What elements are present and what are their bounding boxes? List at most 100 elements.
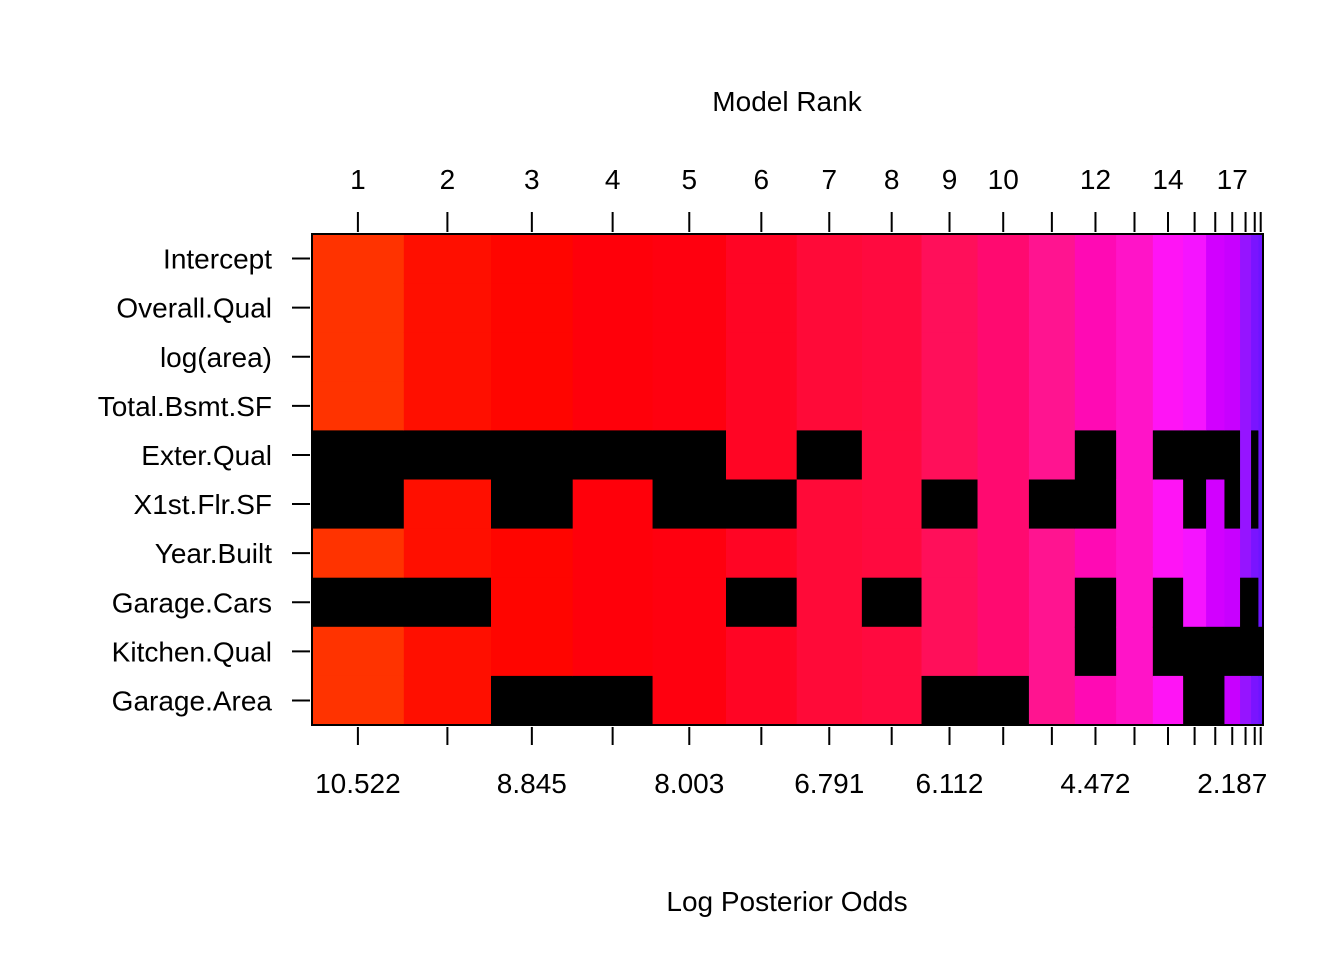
y-tick-label: Total.Bsmt.SF (98, 391, 272, 422)
y-tick-label: Exter.Qual (141, 440, 272, 471)
cell-model-4-log(area) (572, 332, 654, 382)
cell-model-8-X1st.Flr.SF (861, 479, 923, 530)
cell-model-15-Total.Bsmt.SF (1183, 381, 1207, 431)
top-tick-label: 6 (754, 164, 770, 195)
cell-model-17-Garage.Area (1224, 675, 1241, 726)
cell-model-16-Garage.Cars (1206, 577, 1226, 628)
cell-model-6-X1st.Flr.SF (725, 479, 798, 530)
cell-model-10-Kitchen.Qual (977, 626, 1030, 677)
model-rank-axis: 1 2 3 4 5 6 7 8 9 10 12 14 17 (350, 164, 1262, 232)
cell-model-2-Garage.Area (403, 675, 492, 726)
cell-model-4-X1st.Flr.SF (572, 479, 654, 530)
cell-model-14-Year.Built (1152, 528, 1184, 579)
cell-model-4-Overall.Qual (572, 283, 654, 333)
cell-model-6-Exter.Qual (725, 430, 798, 481)
cell-model-4-Kitchen.Qual (572, 626, 654, 677)
cell-model-15-Intercept (1183, 234, 1207, 284)
cell-model-14-Garage.Cars (1152, 577, 1184, 628)
cell-model-7-Kitchen.Qual (796, 626, 863, 677)
cell-model-11-Year.Built (1028, 528, 1076, 579)
cell-model-19-Exter.Qual (1251, 430, 1260, 481)
cell-model-16-X1st.Flr.SF (1206, 479, 1226, 530)
cell-model-13-Year.Built (1116, 528, 1154, 579)
cell-model-5-log(area) (652, 332, 727, 382)
cell-model-18-log(area) (1240, 332, 1252, 382)
cell-model-14-log(area) (1152, 332, 1184, 382)
cell-model-3-Kitchen.Qual (491, 626, 574, 677)
cell-model-2-X1st.Flr.SF (403, 479, 492, 530)
cell-model-1-Year.Built (312, 528, 405, 579)
cell-model-20-log(area) (1258, 332, 1264, 382)
top-tick-label: 14 (1152, 164, 1183, 195)
cell-model-14-Overall.Qual (1152, 283, 1184, 333)
cell-model-13-Exter.Qual (1116, 430, 1154, 481)
cell-model-6-Total.Bsmt.SF (725, 381, 798, 431)
cell-model-3-Overall.Qual (491, 283, 574, 333)
cell-model-5-Overall.Qual (652, 283, 727, 333)
cell-model-9-Overall.Qual (921, 283, 979, 333)
bottom-tick-label: 8.845 (497, 768, 567, 799)
cell-model-18-X1st.Flr.SF (1240, 479, 1252, 530)
cell-model-12-Garage.Cars (1074, 577, 1117, 628)
cell-model-19-X1st.Flr.SF (1251, 479, 1260, 530)
top-tick-label: 9 (942, 164, 958, 195)
y-tick-label: Garage.Cars (112, 587, 272, 618)
cell-model-20-Year.Built (1258, 528, 1264, 579)
cell-model-3-Total.Bsmt.SF (491, 381, 574, 431)
cell-model-19-Total.Bsmt.SF (1251, 381, 1260, 431)
cell-model-2-Kitchen.Qual (403, 626, 492, 677)
top-tick-label: 2 (440, 164, 456, 195)
cell-model-6-Overall.Qual (725, 283, 798, 333)
cell-model-13-Intercept (1116, 234, 1154, 284)
cell-model-15-Garage.Cars (1183, 577, 1207, 628)
bottom-tick-label: 8.003 (654, 768, 724, 799)
cell-model-6-Garage.Area (725, 675, 798, 726)
cell-model-17-Intercept (1224, 234, 1241, 284)
top-tick-label: 7 (821, 164, 837, 195)
cell-model-1-Overall.Qual (312, 283, 405, 333)
top-tick-label: 17 (1217, 164, 1248, 195)
cell-model-15-X1st.Flr.SF (1183, 479, 1207, 530)
cell-model-8-Overall.Qual (861, 283, 923, 333)
cell-model-7-Garage.Cars (796, 577, 863, 628)
cell-model-9-Intercept (921, 234, 979, 284)
y-tick-label: Intercept (163, 244, 272, 275)
cell-model-9-Year.Built (921, 528, 979, 579)
cell-model-1-Kitchen.Qual (312, 626, 405, 677)
cell-model-2-Garage.Cars (403, 577, 492, 628)
top-tick-label: 8 (884, 164, 900, 195)
cell-model-4-Garage.Cars (572, 577, 654, 628)
cell-model-7-Overall.Qual (796, 283, 863, 333)
cell-model-17-Exter.Qual (1224, 430, 1241, 481)
cell-model-11-Overall.Qual (1028, 283, 1076, 333)
cell-model-1-Garage.Cars (312, 577, 405, 628)
cell-model-2-Overall.Qual (403, 283, 492, 333)
cell-model-18-Exter.Qual (1240, 430, 1252, 481)
cell-model-16-Intercept (1206, 234, 1226, 284)
cell-model-9-Exter.Qual (921, 430, 979, 481)
cell-model-17-Total.Bsmt.SF (1224, 381, 1241, 431)
cell-model-10-Overall.Qual (977, 283, 1030, 333)
cell-model-17-Year.Built (1224, 528, 1241, 579)
cell-model-18-Intercept (1240, 234, 1252, 284)
cell-model-12-Total.Bsmt.SF (1074, 381, 1117, 431)
cell-model-12-Overall.Qual (1074, 283, 1117, 333)
y-tick-label: Year.Built (155, 538, 272, 569)
cell-model-18-Garage.Area (1240, 675, 1252, 726)
cell-model-8-Total.Bsmt.SF (861, 381, 923, 431)
cell-model-1-X1st.Flr.SF (312, 479, 405, 530)
cell-model-18-Kitchen.Qual (1240, 626, 1252, 677)
cell-model-17-Kitchen.Qual (1224, 626, 1241, 677)
cell-model-17-log(area) (1224, 332, 1241, 382)
cell-model-18-Overall.Qual (1240, 283, 1252, 333)
cell-model-12-Exter.Qual (1074, 430, 1117, 481)
cell-model-6-Intercept (725, 234, 798, 284)
cell-model-13-Garage.Cars (1116, 577, 1154, 628)
cell-model-6-log(area) (725, 332, 798, 382)
cell-model-14-X1st.Flr.SF (1152, 479, 1184, 530)
cell-model-3-Exter.Qual (491, 430, 574, 481)
cell-model-12-log(area) (1074, 332, 1117, 382)
cell-model-16-Year.Built (1206, 528, 1226, 579)
cell-model-2-Intercept (403, 234, 492, 284)
cell-model-14-Exter.Qual (1152, 430, 1184, 481)
